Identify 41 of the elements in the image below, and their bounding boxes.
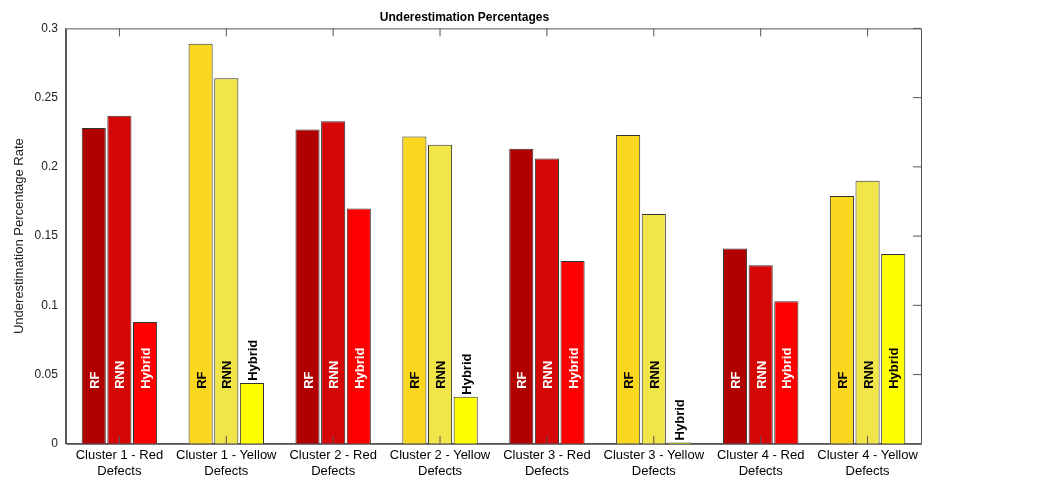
text: RNN [860,360,876,389]
x-tick-label: Cluster 3 - Red Defects [503,447,591,478]
y-tick-label: 0.3 [41,20,59,35]
y-tick-label: 0 [51,436,59,451]
y-tick-label: 0.15 [34,228,59,243]
text: Hybrid [244,339,260,381]
x-tick-label: Cluster 2 - Red Defects [289,447,377,478]
text: Hybrid [351,347,367,389]
text: RNN [219,360,235,389]
text: RF [834,371,850,389]
text: Hybrid [458,353,474,395]
y-tick-label: 0.05 [34,366,59,381]
y-axis-title: Underestimation Percentage Rate [11,138,27,335]
text: RNN [539,360,555,389]
x-tick-label: Cluster 1 - Red Defects [75,447,164,478]
text: RF [514,371,530,389]
text: RNN [112,360,128,389]
text: Hybrid [886,347,902,389]
text: RF [193,371,209,389]
text: RF [621,371,637,389]
text: Hybrid [565,347,581,389]
x-tick-label: Cluster 2 - Yellow Defects [389,447,491,478]
x-tick-label: Cluster 4 - Red Defects [716,447,805,478]
text: RF [86,371,102,389]
text: RNN [753,360,769,389]
chart-title: Underestimation Percentages [379,9,550,24]
text: Hybrid [138,347,154,389]
text: RF [728,371,744,389]
y-tick-label: 0.25 [34,89,59,104]
x-tick-label: Cluster 3 - Yellow Defects [603,447,705,478]
series-label: RNN [326,360,342,389]
y-tick-label: 0.2 [41,159,59,174]
series-label: RF [300,371,316,389]
text: RF [407,371,423,389]
y-tick-label: 0.1 [41,297,59,312]
x-tick-label: Cluster 4 - Yellow Defects [817,447,919,478]
text: RNN [646,360,662,389]
x-tick-label: Cluster 1 - Yellow Defects [176,447,278,478]
text: Hybrid [779,347,795,389]
text: RNN [433,360,449,389]
text: Hybrid [672,399,688,441]
